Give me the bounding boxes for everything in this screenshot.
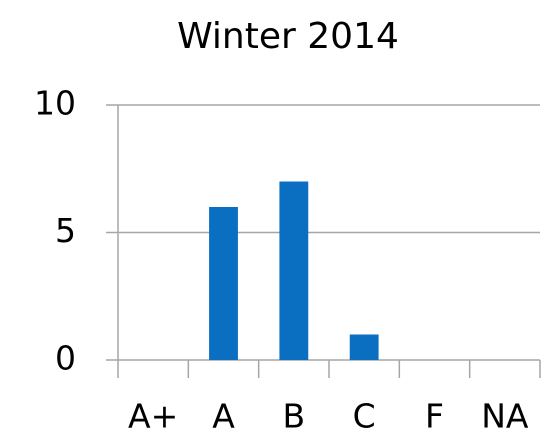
bar <box>279 181 309 360</box>
bar <box>349 334 379 360</box>
x-tick-label: C <box>353 397 376 436</box>
y-tick-label: 5 <box>55 211 76 250</box>
bar <box>209 207 238 360</box>
y-tick-label: 10 <box>34 84 76 123</box>
x-tick-label: B <box>283 397 306 436</box>
x-tick-label: A+ <box>128 397 178 436</box>
x-tick-label: F <box>425 397 444 436</box>
y-tick-label: 0 <box>55 339 76 378</box>
x-tick-label: NA <box>481 397 529 436</box>
x-tick-label: A <box>212 397 235 436</box>
chart-title: Winter 2014 <box>177 16 399 57</box>
